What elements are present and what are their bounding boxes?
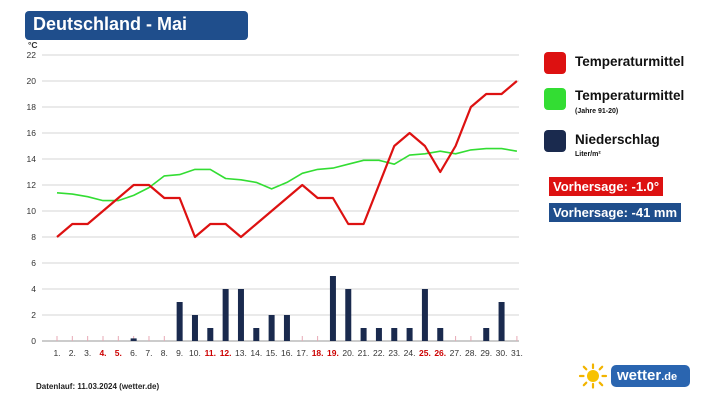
x-tick-label: 22. (373, 348, 385, 358)
x-tick-label: 9. (176, 348, 183, 358)
x-tick-label: 16. (281, 348, 293, 358)
precip-bar (437, 328, 444, 341)
x-tick-label: 25. (419, 348, 431, 358)
precip-bar (191, 315, 198, 341)
brand-logo: wetter.de (578, 363, 690, 389)
x-tick-label: 17. (296, 348, 308, 358)
x-tick-label: 29. (480, 348, 492, 358)
legend-temp-avg-swatch (544, 88, 566, 110)
y-tick-label: 6 (31, 258, 36, 268)
legend-temp-avg-sub: (Jahre 91-20) (575, 108, 619, 115)
legend-precip-unit: Liter/m² (575, 151, 601, 158)
x-tick-label: 20. (342, 348, 354, 358)
precip-bar (176, 302, 183, 341)
x-tick-label: 14. (250, 348, 262, 358)
x-tick-label: 27. (450, 348, 462, 358)
x-tick-label: 10. (189, 348, 201, 358)
x-tick-label: 24. (404, 348, 416, 358)
x-tick-label: 26. (434, 348, 446, 358)
legend-temp-label: Temperaturmittel (575, 54, 685, 69)
x-tick-label: 13. (235, 348, 247, 358)
forecast-temp-badge: Vorhersage: -1.0° (549, 177, 664, 196)
temperature-average-line (56, 147, 518, 202)
legend-temp-swatch (544, 52, 566, 74)
footer-data-run: Datenlauf: 11.03.2024 (wetter.de) (36, 382, 160, 391)
y-tick-label: 14 (27, 154, 37, 164)
precip-bar (360, 328, 367, 341)
title-banner: Deutschland - Mai (25, 11, 248, 40)
y-tick-label: 4 (31, 284, 36, 294)
precip-bar (421, 289, 428, 341)
x-tick-label: 12. (220, 348, 232, 358)
x-tick-label: 28. (465, 348, 477, 358)
y-tick-label: 16 (27, 128, 37, 138)
precip-bar (253, 328, 260, 341)
precip-bar (207, 328, 214, 341)
x-tick-label: 31. (511, 348, 523, 358)
y-tick-label: 18 (27, 102, 37, 112)
precip-bar (237, 289, 244, 341)
brand-suffix: .de (661, 371, 678, 383)
precip-bar (375, 328, 382, 341)
y-tick-label: 12 (27, 180, 37, 190)
precip-bar (406, 328, 413, 341)
precip-bar (498, 302, 505, 341)
temperature-line (56, 80, 518, 239)
precip-bar (222, 289, 229, 341)
x-tick-label: 21. (358, 348, 370, 358)
legend-precip-swatch (544, 130, 566, 152)
x-tick-label: 23. (388, 348, 400, 358)
x-tick-label: 8. (161, 348, 168, 358)
y-tick-label: 10 (27, 206, 37, 216)
forecast-precip-badge: Vorhersage: -41 mm (549, 203, 682, 222)
x-tick-label: 30. (496, 348, 508, 358)
x-tick-label: 3. (84, 348, 91, 358)
x-tick-label: 2. (69, 348, 76, 358)
x-tick-label: 1. (53, 348, 60, 358)
precip-bar (268, 315, 275, 341)
legend-temp-avg-label: Temperaturmittel (575, 88, 685, 103)
precip-bar (130, 338, 137, 341)
x-tick-label: 19. (327, 348, 339, 358)
y-tick-label: 20 (27, 76, 37, 86)
y-tick-label: 22 (27, 50, 37, 60)
precip-bar (391, 328, 398, 341)
precip-bar (329, 276, 336, 341)
brand-name: wetter (617, 367, 662, 384)
x-tick-label: 18. (312, 348, 324, 358)
x-tick-label: 6. (130, 348, 137, 358)
y-tick-label: 8 (31, 232, 36, 242)
x-tick-label: 4. (99, 348, 106, 358)
page-title: Deutschland - Mai (33, 14, 188, 34)
sun-icon (578, 363, 608, 389)
brand-wordmark: wetter.de (611, 365, 690, 387)
x-tick-label: 7. (145, 348, 152, 358)
legend-precip-label: Niederschlag (575, 132, 660, 147)
x-tick-label: 15. (266, 348, 278, 358)
precip-bar (345, 289, 352, 341)
y-tick-label: 2 (31, 310, 36, 320)
x-tick-label: 11. (205, 348, 216, 358)
precip-bar (483, 328, 490, 341)
y-unit-label: °C (28, 40, 38, 50)
x-tick-label: 5. (115, 348, 122, 358)
precip-bar (283, 315, 290, 341)
y-tick-label: 0 (31, 336, 36, 346)
